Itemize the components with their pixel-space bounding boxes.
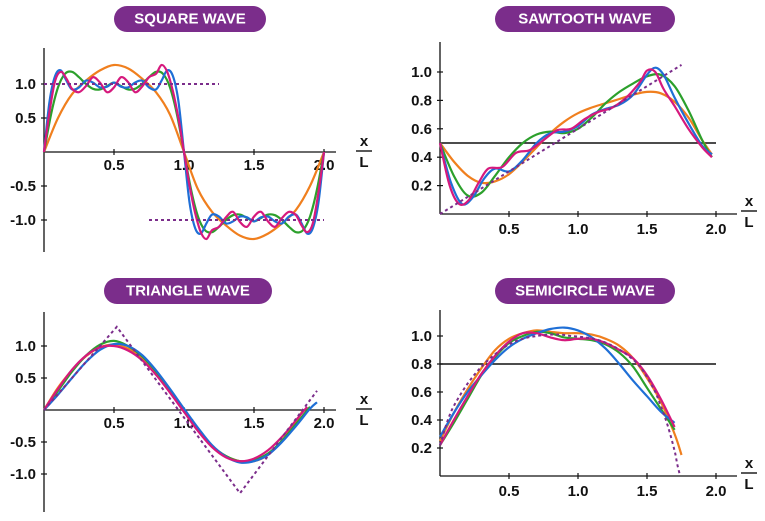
semicircle-target-dotted-0 xyxy=(439,333,682,477)
semicircle-xlabel-den: L xyxy=(744,476,753,493)
sawtooth-xaxis-label: x L xyxy=(741,193,757,231)
sawtooth-series-blue xyxy=(438,66,713,206)
triangle-title-badge: TRIANGLE WAVE xyxy=(104,278,272,304)
square-plot: 0.5 1.0 1.5 2.01.00.5-0.5-1.0 xyxy=(10,48,336,252)
sawtooth-xtick-label: 0.5 xyxy=(499,221,520,238)
sawtooth-ytick-label: 1.0 xyxy=(411,64,432,81)
square-xlabel-den: L xyxy=(359,154,368,171)
semicircle-xlabel-num: x xyxy=(745,455,754,472)
panel-sawtooth: SAWTOOTH WAVE 0.5 1.0 1.5 2.01.00.80.60.40.… xyxy=(411,6,757,238)
triangle-series-blue xyxy=(43,342,318,464)
sawtooth-xlabel-num: x xyxy=(745,193,754,210)
semicircle-xaxis-label: x L xyxy=(741,455,757,493)
triangle-ytick-label: -1.0 xyxy=(10,466,36,483)
triangle-series-magenta xyxy=(43,344,309,463)
semicircle-series-magenta xyxy=(439,331,676,446)
triangle-xtick-label: 0.5 xyxy=(104,415,125,432)
sawtooth-ytick-label: 0.8 xyxy=(411,92,432,109)
triangle-xlabel-num: x xyxy=(360,391,369,408)
sawtooth-title: SAWTOOTH WAVE xyxy=(518,11,652,28)
semicircle-ytick-label: 0.2 xyxy=(411,440,432,457)
square-xlabel-num: x xyxy=(360,133,369,150)
triangle-xtick-label: 1.5 xyxy=(244,415,265,432)
square-xtick-label: 0.5 xyxy=(104,157,125,174)
sawtooth-target-dotted-0 xyxy=(439,64,683,215)
sawtooth-xtick-label: 1.0 xyxy=(568,221,589,238)
semicircle-title: SEMICIRCLE WAVE xyxy=(515,283,655,300)
triangle-ytick-label: 0.5 xyxy=(15,370,36,387)
sawtooth-xtick-label: 1.5 xyxy=(637,221,658,238)
sawtooth-title-badge: SAWTOOTH WAVE xyxy=(495,6,675,32)
square-title-badge: SQUARE WAVE xyxy=(114,6,266,32)
square-title: SQUARE WAVE xyxy=(134,11,245,28)
sawtooth-ytick-label: 0.2 xyxy=(411,178,432,195)
panel-square: SQUARE WAVE 0.5 1.0 1.5 2.01.00.5-0.5-1.0 x… xyxy=(10,6,372,252)
sawtooth-series-orange xyxy=(439,90,713,185)
square-xtick-label: 1.5 xyxy=(244,157,265,174)
semicircle-title-badge: SEMICIRCLE WAVE xyxy=(495,278,675,304)
semicircle-series-orange xyxy=(439,329,683,456)
triangle-ytick-label: -0.5 xyxy=(10,434,36,451)
semicircle-xtick-label: 0.5 xyxy=(499,483,520,500)
semicircle-xtick-label: 1.5 xyxy=(637,483,658,500)
square-ytick-label: 0.5 xyxy=(15,110,36,127)
square-ytick-label: -1.0 xyxy=(10,212,36,229)
semicircle-ytick-label: 0.6 xyxy=(411,384,432,401)
sawtooth-plot: 0.5 1.0 1.5 2.0 1.0 0.8 0.6 0.4 0.2 xyxy=(411,42,737,238)
sawtooth-ytick-label: 0.4 xyxy=(411,149,433,166)
panel-semicircle: SEMICIRCLE WAVE 0.5 1.0 1.5 2.0 1.0 0.8 0.6 0.4… xyxy=(411,278,757,500)
square-xtick-label: 2.0 xyxy=(314,157,335,174)
semicircle-xtick-label: 1.0 xyxy=(568,483,589,500)
triangle-xtick-label: 2.0 xyxy=(314,415,335,432)
sawtooth-ytick-label: 0.6 xyxy=(411,121,432,138)
semicircle-plot: 0.5 1.0 1.5 2.0 1.0 0.8 0.6 0.4 0.2 xyxy=(411,310,737,500)
square-ytick-label: -0.5 xyxy=(10,178,36,195)
triangle-ytick-label: 1.0 xyxy=(15,338,36,355)
triangle-plot: 0.5 1.0 1.5 2.01.00.5-0.5-1.0 xyxy=(10,312,336,512)
triangle-title: TRIANGLE WAVE xyxy=(126,283,250,300)
sawtooth-xtick-label: 2.0 xyxy=(706,221,727,238)
semicircle-ytick-label: 0.4 xyxy=(411,412,433,429)
sawtooth-xlabel-den: L xyxy=(744,214,753,231)
sawtooth-series-magenta xyxy=(438,68,713,206)
square-ytick-label: 1.0 xyxy=(15,76,36,93)
semicircle-ytick-label: 0.8 xyxy=(411,356,432,373)
triangle-xaxis-label: x L xyxy=(356,391,372,429)
square-xaxis-label: x L xyxy=(356,133,372,171)
semicircle-xtick-label: 2.0 xyxy=(706,483,727,500)
panel-triangle: TRIANGLE WAVE 0.5 1.0 1.5 2.01.00.5-0.5-1.0… xyxy=(10,278,372,512)
triangle-target-dotted-0 xyxy=(43,325,318,495)
semicircle-ytick-label: 1.0 xyxy=(411,328,432,345)
triangle-xlabel-den: L xyxy=(359,412,368,429)
